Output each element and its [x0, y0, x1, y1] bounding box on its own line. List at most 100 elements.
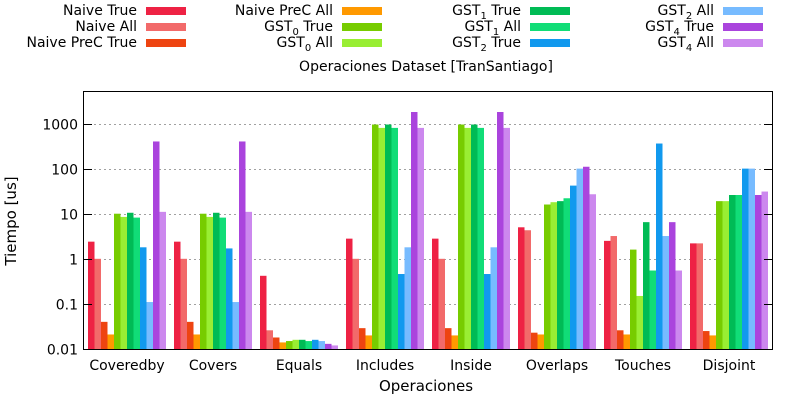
x-tick-label: Includes: [356, 358, 414, 374]
y-tick-label: 10: [60, 208, 78, 224]
bar: [200, 213, 207, 349]
bar: [451, 335, 458, 349]
bar: [518, 227, 525, 349]
bar: [219, 217, 226, 349]
legend-label-suffix: True: [299, 19, 333, 35]
bar: [643, 222, 650, 349]
bar: [524, 230, 531, 349]
bar: [649, 270, 656, 349]
bar: [213, 212, 220, 349]
legend-label-suffix: All: [499, 19, 521, 35]
legend-swatch: [342, 7, 382, 15]
bar: [729, 195, 736, 349]
legend-item: GST4 True: [645, 19, 763, 38]
bar: [114, 213, 121, 349]
bar: [120, 216, 127, 349]
x-tick-label: Coveredby: [89, 358, 164, 374]
bar: [709, 335, 716, 349]
legend-label-main: GST: [645, 19, 674, 35]
bar: [477, 127, 484, 349]
y-tick-label: 100: [51, 163, 78, 179]
legend-item: GST2 All: [658, 3, 763, 22]
bar: [557, 201, 564, 349]
legend-label: GST2 All: [658, 3, 714, 22]
bar: [232, 302, 239, 349]
bar: [438, 258, 445, 349]
legend-item: GST1 All: [465, 19, 570, 38]
legend-label-suffix: All: [311, 35, 333, 51]
legend-label-subscript: 1: [480, 11, 486, 22]
legend-label: GST4 All: [658, 35, 714, 54]
bar: [385, 124, 392, 349]
bar: [245, 211, 252, 349]
bar: [107, 334, 114, 349]
legend-item: Naive True: [63, 3, 186, 19]
bar: [544, 204, 551, 349]
bar: [703, 331, 710, 349]
x-axis-label: Operaciones: [379, 377, 473, 395]
legend-label-suffix: True: [680, 19, 714, 35]
legend-item: GST1 True: [452, 3, 570, 22]
bar: [146, 302, 153, 349]
bar: [531, 332, 538, 349]
legend-label-subscript: 0: [292, 27, 298, 38]
bar: [404, 247, 411, 349]
legend-item: GST0 All: [277, 35, 382, 54]
bar: [458, 124, 465, 349]
bar: [312, 339, 319, 349]
bar: [127, 212, 134, 349]
legend-label-main: Naive All: [75, 19, 137, 35]
bar: [716, 201, 723, 349]
legend-swatch: [530, 7, 570, 15]
bar: [748, 168, 755, 349]
y-tick-label: 0.1: [56, 298, 78, 314]
legend-label-subscript: 1: [493, 27, 499, 38]
bar: [690, 243, 697, 349]
legend-item: Naive PreC All: [235, 3, 382, 19]
bar: [696, 243, 703, 349]
legend-label-subscript: 2: [480, 43, 486, 54]
x-tick-label: Covers: [189, 358, 237, 374]
bar: [464, 127, 471, 349]
bar: [623, 334, 630, 349]
legend-label-main: GST: [264, 19, 293, 35]
bar: [675, 270, 682, 349]
bar: [563, 198, 570, 349]
legend-label-subscript: 4: [673, 27, 679, 38]
bar: [292, 339, 299, 349]
bar: [187, 321, 194, 349]
legend-label: Naive All: [75, 19, 137, 35]
legend-label-main: GST: [452, 35, 481, 51]
bar: [503, 127, 510, 349]
legend-label-main: GST: [465, 19, 494, 35]
bar: [159, 211, 166, 349]
bar: [735, 195, 742, 349]
bar: [193, 334, 200, 349]
legend-label-main: Naive True: [63, 3, 137, 19]
bar: [239, 141, 246, 349]
bar: [630, 249, 637, 349]
legend-label: GST0 All: [277, 35, 333, 54]
bar: [445, 328, 452, 349]
legend-swatch: [723, 23, 763, 31]
x-tick-label: Equals: [276, 358, 322, 374]
bar: [604, 240, 611, 349]
bar: [352, 258, 359, 349]
legend-label-suffix: All: [692, 3, 714, 19]
legend-swatch: [342, 23, 382, 31]
legend-swatch: [146, 39, 186, 47]
legend-label-main: GST: [277, 35, 306, 51]
bar: [411, 112, 418, 349]
y-tick-label: 1000: [42, 118, 78, 134]
plot-frame: [83, 91, 773, 350]
bar: [180, 258, 187, 349]
bar: [537, 334, 544, 349]
bar: [610, 236, 617, 349]
bar: [372, 124, 379, 349]
bar: [174, 241, 181, 349]
bar: [583, 166, 590, 349]
legend-swatch: [146, 23, 186, 31]
bar: [286, 341, 293, 349]
bar: [636, 295, 643, 349]
